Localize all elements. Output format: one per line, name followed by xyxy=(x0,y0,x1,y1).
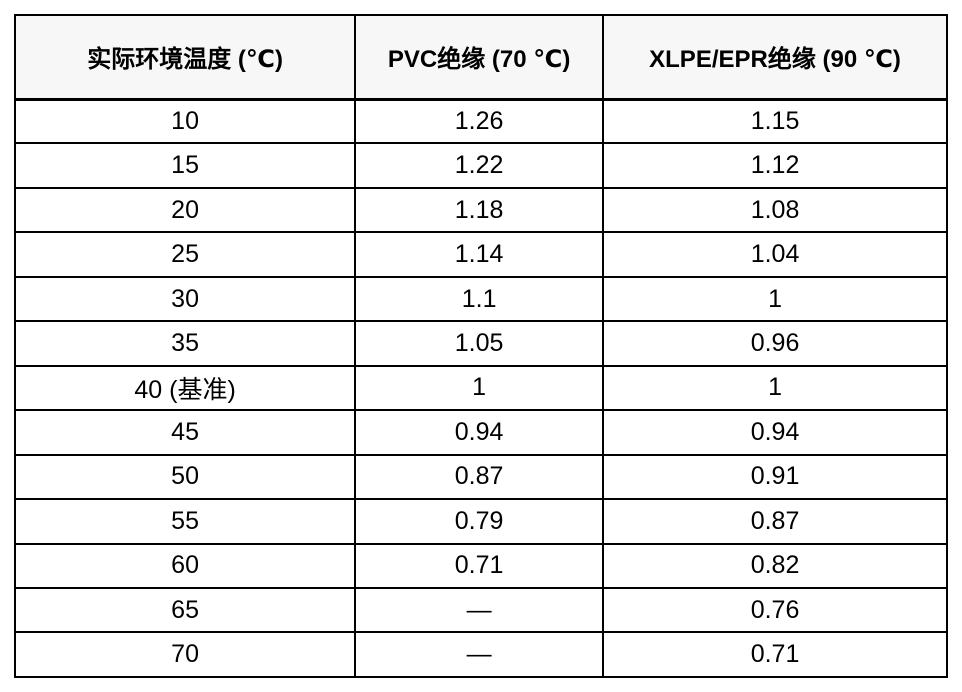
cell-pvc-factor: 0.87 xyxy=(354,453,605,501)
header-ambient-temperature: 实际环境温度 (℃) xyxy=(13,14,357,101)
table-row: 25 1.14 1.04 xyxy=(13,231,948,278)
header-xlpe-epr-insulation: XLPE/EPR绝缘 (90 ℃) xyxy=(602,14,948,101)
cell-pvc-factor: 1.22 xyxy=(354,142,605,189)
cell-pvc-factor: 1.05 xyxy=(354,320,605,367)
cell-pvc-factor: — xyxy=(354,631,605,678)
cell-pvc-factor: 0.71 xyxy=(354,542,605,589)
cell-temp: 40 (基准) xyxy=(13,364,357,412)
table-row: 15 1.22 1.12 xyxy=(13,142,948,189)
table-row: 65 — 0.76 xyxy=(13,586,948,634)
cell-xlpe-factor: 0.91 xyxy=(602,453,948,501)
cell-xlpe-factor: 1 xyxy=(602,275,948,323)
cell-temp: 50 xyxy=(13,453,357,501)
cell-pvc-factor: 0.94 xyxy=(354,409,605,456)
cell-pvc-factor: — xyxy=(354,586,605,634)
table-row: 20 1.18 1.08 xyxy=(13,186,948,234)
cell-pvc-factor: 1.26 xyxy=(354,97,605,145)
cell-temp: 25 xyxy=(13,231,357,278)
cell-xlpe-factor: 1.08 xyxy=(602,186,948,234)
cell-xlpe-factor: 0.94 xyxy=(602,409,948,456)
temperature-correction-factor-table: 实际环境温度 (℃) PVC绝缘 (70 ℃) XLPE/EPR绝缘 (90 ℃… xyxy=(13,14,948,678)
cell-temp: 10 xyxy=(13,97,357,145)
cell-xlpe-factor: 1.04 xyxy=(602,231,948,278)
cell-xlpe-factor: 0.87 xyxy=(602,498,948,545)
table-row: 35 1.05 0.96 xyxy=(13,320,948,367)
cell-xlpe-factor: 0.71 xyxy=(602,631,948,678)
cell-temp: 20 xyxy=(13,186,357,234)
table-row: 30 1.1 1 xyxy=(13,275,948,323)
table-row: 60 0.71 0.82 xyxy=(13,542,948,589)
cell-temp: 15 xyxy=(13,142,357,189)
cell-xlpe-factor: 0.96 xyxy=(602,320,948,367)
cell-temp: 35 xyxy=(13,320,357,367)
cell-temp: 70 xyxy=(13,631,357,678)
cell-xlpe-factor: 1.15 xyxy=(602,97,948,145)
table-row-baseline: 40 (基准) 1 1 xyxy=(13,364,948,412)
table-row: 70 — 0.71 xyxy=(13,631,948,678)
header-pvc-insulation: PVC绝缘 (70 ℃) xyxy=(354,14,605,101)
cell-pvc-factor: 0.79 xyxy=(354,498,605,545)
cell-temp: 65 xyxy=(13,586,357,634)
cell-temp: 45 xyxy=(13,409,357,456)
cell-xlpe-factor: 1 xyxy=(602,364,948,412)
cell-pvc-factor: 1 xyxy=(354,364,605,412)
table-row: 10 1.26 1.15 xyxy=(13,97,948,145)
cell-temp: 55 xyxy=(13,498,357,545)
table-row: 45 0.94 0.94 xyxy=(13,409,948,456)
cell-pvc-factor: 1.14 xyxy=(354,231,605,278)
table-row: 50 0.87 0.91 xyxy=(13,453,948,501)
cell-temp: 30 xyxy=(13,275,357,323)
cell-xlpe-factor: 1.12 xyxy=(602,142,948,189)
cell-temp: 60 xyxy=(13,542,357,589)
cell-pvc-factor: 1.18 xyxy=(354,186,605,234)
table-row: 55 0.79 0.87 xyxy=(13,498,948,545)
header-row: 实际环境温度 (℃) PVC绝缘 (70 ℃) XLPE/EPR绝缘 (90 ℃… xyxy=(13,14,948,101)
cell-xlpe-factor: 0.82 xyxy=(602,542,948,589)
cell-xlpe-factor: 0.76 xyxy=(602,586,948,634)
cell-pvc-factor: 1.1 xyxy=(354,275,605,323)
